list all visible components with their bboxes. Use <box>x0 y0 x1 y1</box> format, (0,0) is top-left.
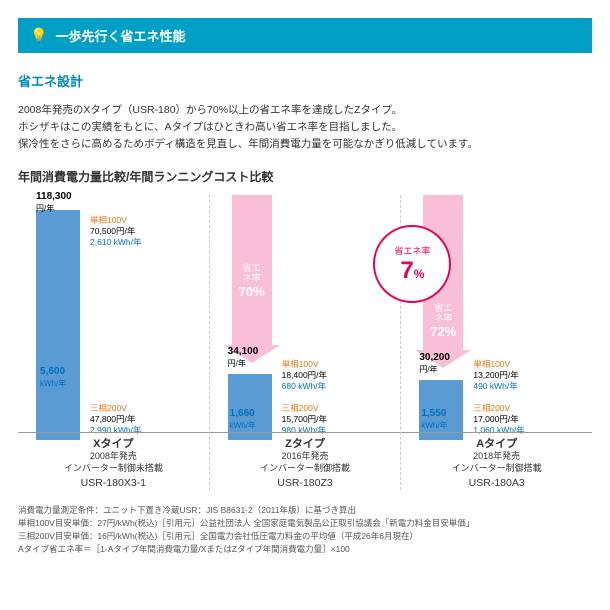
comparison-chart: 118,300円/年 5,600kWh/年 単相100V 70,500円/年 2… <box>18 195 592 490</box>
label-x: Xタイプ 2008年発売 インバーター制御未搭載 USR-180X3-1 <box>18 432 209 490</box>
label-a: Aタイプ 2018年発売 インバーター制御搭載 USR-180A3 <box>401 432 592 490</box>
footnotes: 消費電力量測定条件：ユニット下置き冷蔵USR：JIS B8631-2（2011年… <box>18 504 592 555</box>
column-x: 118,300円/年 5,600kWh/年 単相100V 70,500円/年 2… <box>18 195 210 490</box>
a-side1: 単相100V 13,200円/年 490 kWh/年 <box>473 359 518 392</box>
section-title: 省エネ設計 <box>18 71 592 90</box>
label-z: Zタイプ 2016年発売 インバーター制御搭載 USR-180Z3 <box>210 432 401 490</box>
bar-a-bot: 1,550kWh/年 <box>421 408 447 432</box>
bar-x-top: 118,300円/年 <box>36 191 72 215</box>
bulb-icon: 💡 <box>30 27 47 44</box>
bar-x-bot: 5,600kWh/年 <box>40 366 66 390</box>
header-bar: 💡 一歩先行く省エネ性能 <box>18 18 592 53</box>
chart-subtitle: 年間消費電力量比較/年間ランニングコスト比較 <box>18 168 592 185</box>
intro-text: 2008年発売のXタイプ（USR-180）から70%以上の省エネ率を達成したZタ… <box>18 102 592 152</box>
column-z: 省エネ率70% 34,100円/年 1,660kWh/年 単相100V 18,4… <box>210 195 402 490</box>
bar-a-top: 30,200円/年 <box>419 352 450 376</box>
column-a: 省エネ率72% 省エネ率 7% 30,200円/年 1,550kWh/年 単相1… <box>401 195 592 490</box>
z-side1: 単相100V 18,400円/年 680 kWh/年 <box>282 359 327 392</box>
x-side1: 単相100V 70,500円/年 2,610 kWh/年 <box>90 215 142 248</box>
bar-z-bot: 1,660kWh/年 <box>230 408 256 432</box>
arrow-z: 省エネ率70% <box>232 195 272 363</box>
bar-z-top: 34,100円/年 <box>228 346 259 370</box>
header-title: 一歩先行く省エネ性能 <box>55 26 185 45</box>
bar-x <box>36 210 80 440</box>
